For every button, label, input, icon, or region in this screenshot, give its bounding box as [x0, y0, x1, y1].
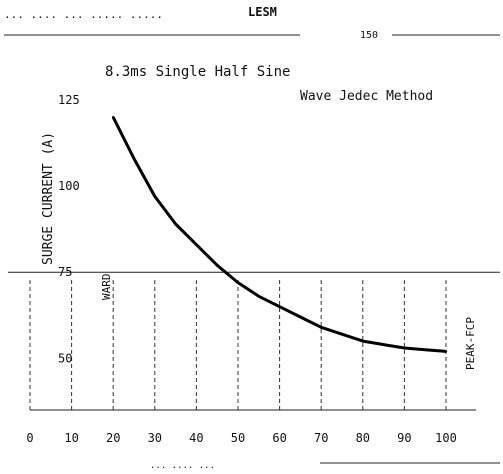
x-tick-label: 60 — [272, 431, 286, 445]
chart-title: 8.3ms Single Half Sine — [105, 64, 290, 80]
data-point — [153, 195, 156, 198]
series-group — [111, 116, 448, 353]
x-tick-label: 10 — [64, 431, 78, 445]
data-point — [444, 350, 448, 353]
y-ticks: 125 100 75 50 — [58, 93, 80, 365]
x-tick-label: 70 — [314, 431, 328, 445]
y-tick-label: 50 — [58, 351, 72, 365]
data-point — [278, 305, 281, 308]
x-tick-label: 30 — [148, 431, 162, 445]
data-point — [424, 348, 427, 351]
data-point — [299, 315, 302, 319]
x-tick-label: 0 — [26, 431, 33, 445]
data-point — [403, 346, 406, 350]
right-side-label: PEAK-FCP — [464, 317, 477, 370]
data-point — [132, 157, 136, 160]
x-tick-label: 50 — [231, 431, 245, 445]
data-point — [236, 281, 240, 284]
x-tick-label: 80 — [356, 431, 370, 445]
header-sub-text: 150 — [360, 30, 378, 41]
header-left-text: ... .... ... ..... ..... — [4, 8, 163, 21]
data-point — [382, 343, 385, 346]
y-tick-label: 125 — [58, 93, 80, 107]
data-point — [361, 339, 364, 343]
data-point — [174, 222, 177, 226]
brand-text: LESM — [248, 5, 277, 19]
x-ticks: 0 10 20 30 40 50 60 70 80 90 100 — [26, 431, 456, 445]
chart-subtitle: Wave Jedec Method — [300, 89, 433, 104]
data-point — [320, 326, 323, 329]
data-point — [195, 243, 198, 246]
data-point — [257, 295, 260, 298]
x-tick-label: 90 — [397, 431, 411, 445]
y-axis-label: SURGE CURRENT (A) — [41, 132, 56, 265]
y-tick-label: 75 — [58, 265, 72, 279]
grid — [8, 271, 500, 411]
x-tick-label: 40 — [189, 431, 203, 445]
data-point — [112, 116, 115, 119]
left-side-label: WARD — [100, 274, 113, 301]
data-point — [216, 264, 219, 267]
y-tick-label: 100 — [58, 179, 80, 193]
data-point — [340, 333, 344, 336]
footer-caption: ... .... ... — [150, 461, 215, 471]
x-tick-label: 20 — [106, 431, 120, 445]
x-tick-label: 100 — [435, 431, 457, 445]
